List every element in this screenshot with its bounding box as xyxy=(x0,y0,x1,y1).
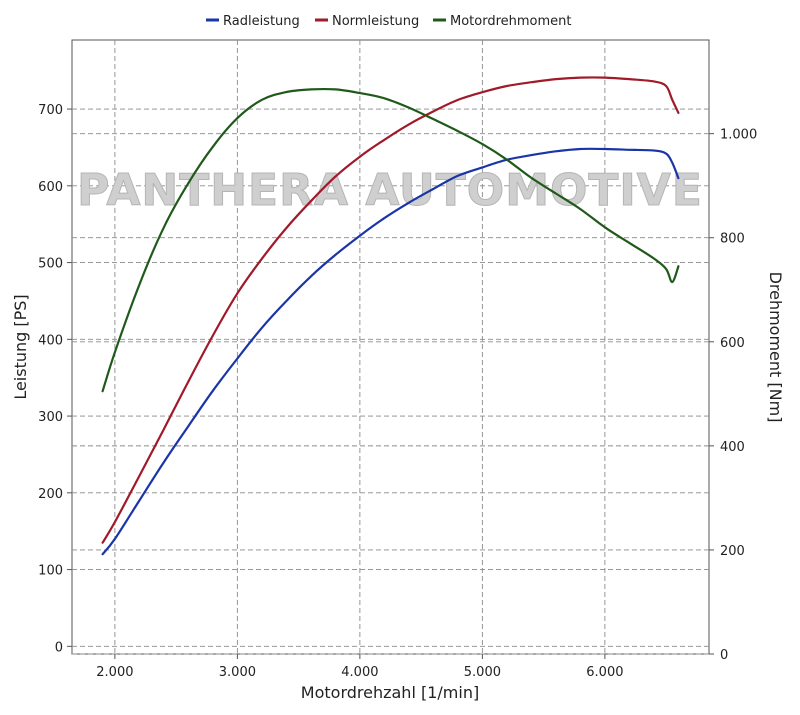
y-right-tick-label-200: 200 xyxy=(720,544,745,559)
y-right-axis-ticks: 0 200 400 600 800 1.000 xyxy=(709,128,757,663)
series-layer xyxy=(101,76,680,556)
y-left-axis-title: Leistung [PS] xyxy=(11,294,30,399)
y-left-tick-label-400: 400 xyxy=(38,333,63,348)
y-right-axis-title: Drehmoment [Nm] xyxy=(766,272,785,423)
series-line-normleistung xyxy=(101,76,680,544)
y-right-tick-label-400: 400 xyxy=(720,440,745,455)
legend-label-motordrehmoment: Motordrehmoment xyxy=(450,14,572,29)
y-right-tick-label-0: 0 xyxy=(720,648,728,663)
y-right-tick-label-800: 800 xyxy=(720,232,745,247)
y-left-tick-label-100: 100 xyxy=(38,564,63,579)
grid xyxy=(72,40,709,655)
x-axis-title: Motordrehzahl [1/min] xyxy=(301,683,479,702)
legend-label-radleistung: Radleistung xyxy=(223,14,300,29)
y-left-tick-label-500: 500 xyxy=(38,257,63,272)
x-tick-label-6000: 6.000 xyxy=(586,665,623,680)
x-tick-label-4000: 4.000 xyxy=(341,665,378,680)
x-axis-ticks: 2.000 3.000 4.000 5.000 6.000 xyxy=(96,654,623,680)
x-tick-label-2000: 2.000 xyxy=(96,665,133,680)
series-line-radleistung xyxy=(101,147,680,556)
plot-area xyxy=(71,39,710,655)
y-left-tick-label-600: 600 xyxy=(38,180,63,195)
watermark-text: PANTHERA AUTOMOTIVE xyxy=(77,165,703,216)
y-left-tick-label-700: 700 xyxy=(38,103,63,118)
legend-label-normleistung: Normleistung xyxy=(332,14,419,29)
y-left-tick-label-0: 0 xyxy=(55,640,63,655)
y-left-tick-label-200: 200 xyxy=(38,487,63,502)
x-tick-label-5000: 5.000 xyxy=(464,665,501,680)
series-line-motordrehmoment xyxy=(101,87,680,393)
y-left-tick-label-300: 300 xyxy=(38,410,63,425)
y-right-tick-label-600: 600 xyxy=(720,336,745,351)
legend: Radleistung Normleistung Motordrehmoment xyxy=(206,14,572,29)
x-tick-label-3000: 3.000 xyxy=(219,665,256,680)
y-right-tick-label-1000: 1.000 xyxy=(720,128,757,143)
y-left-axis-ticks: 0 100 200 300 400 500 600 700 xyxy=(38,103,72,655)
